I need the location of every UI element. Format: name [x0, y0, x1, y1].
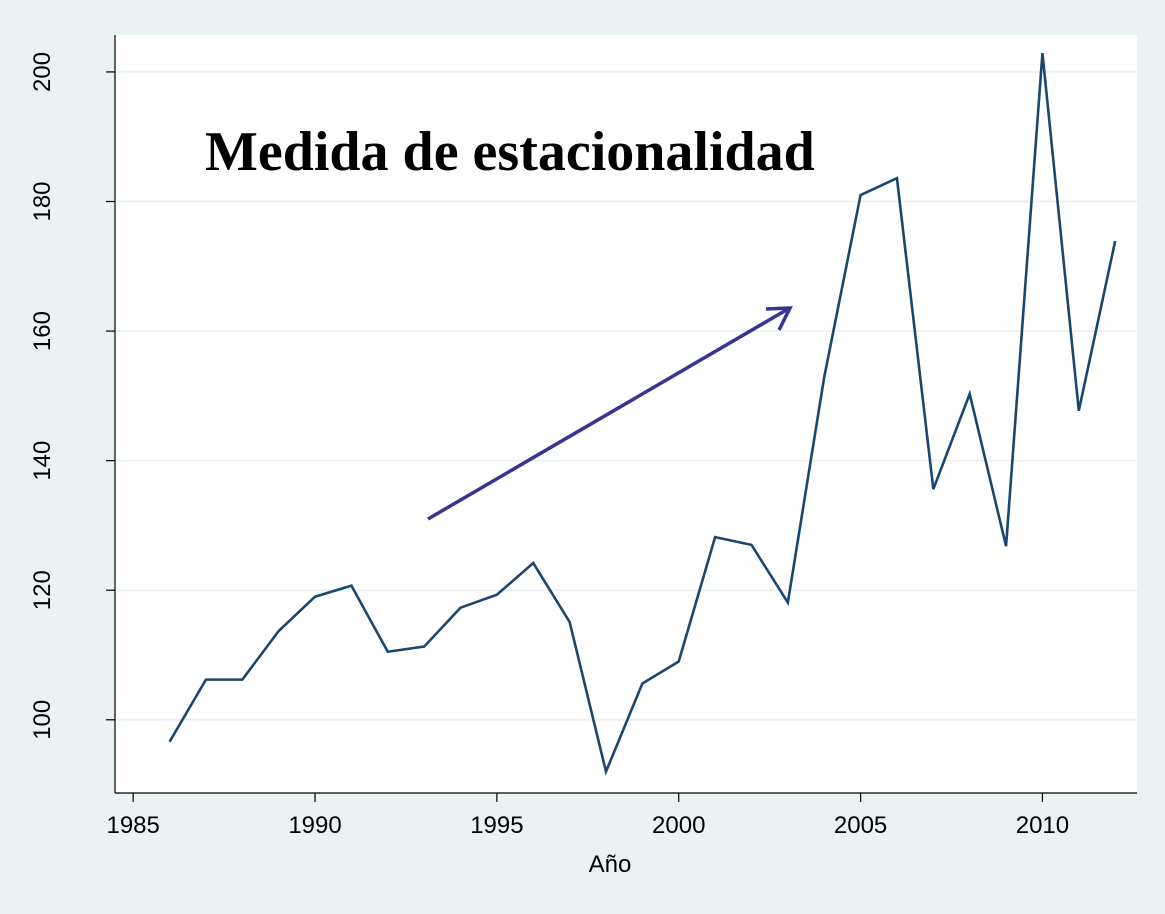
y-tick-label: 160 [29, 311, 56, 351]
arrow-head [765, 306, 793, 331]
plot-area [115, 35, 1137, 793]
x-tick-label: 1985 [106, 812, 159, 839]
y-tick-label: 100 [29, 700, 56, 740]
arrow [427, 307, 789, 521]
y-tick-label: 120 [29, 570, 56, 610]
annotation: Medida de estacionalidad [205, 121, 815, 183]
y-tick-label: 140 [29, 441, 56, 481]
x-tick-label: 1995 [470, 812, 523, 839]
x-tick-label: 1990 [288, 812, 341, 839]
data-line [168, 53, 1117, 776]
x-axis-label: Año [589, 851, 632, 878]
x-tick-label: 2000 [652, 812, 705, 839]
plot [168, 53, 1117, 776]
y-tick-label: 180 [29, 181, 56, 221]
x-tick-label: 2010 [1016, 812, 1069, 839]
y-tick-label: 200 [29, 52, 56, 92]
x-tick-label: 2005 [834, 812, 887, 839]
